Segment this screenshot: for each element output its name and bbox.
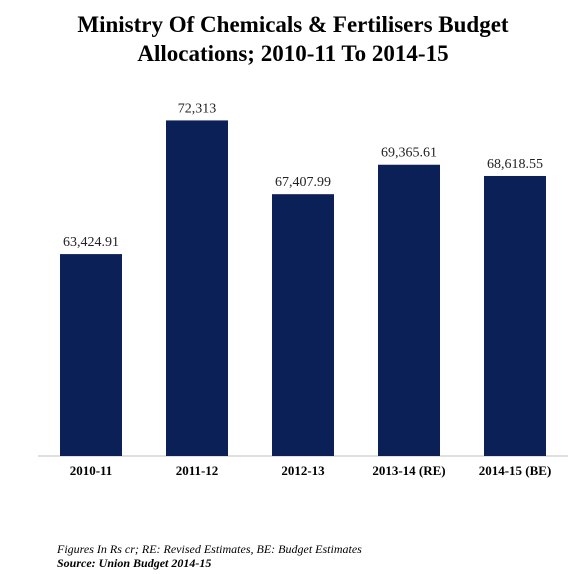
bar-2011-12 [166, 120, 228, 457]
chart-notes: Figures In Rs cr; RE: Revised Estimates,… [57, 542, 362, 570]
title-line-2: Allocations; 2010-11 To 2014-15 [137, 41, 449, 66]
data-label: 72,313 [178, 101, 217, 116]
x-tick-label: 2012-13 [281, 463, 325, 478]
x-tick-label: 2013-14 (RE) [372, 463, 445, 478]
bar-2012-13 [272, 194, 334, 456]
data-label: 68,618.55 [487, 157, 543, 172]
x-tick-label: 2014-15 (BE) [479, 463, 552, 478]
footnote: Figures In Rs cr; RE: Revised Estimates,… [57, 542, 362, 556]
source-note: Source: Union Budget 2014-15 [57, 556, 212, 570]
bar-2014-15-be [484, 175, 546, 457]
x-tick-label: 2010-11 [70, 463, 113, 478]
title-line-1: Ministry Of Chemicals & Fertilisers Budg… [77, 12, 509, 37]
bar-2013-14-re [378, 164, 440, 457]
data-label: 63,424.91 [63, 235, 119, 250]
data-label: 69,365.61 [381, 146, 437, 161]
x-tick-label: 2011-12 [176, 463, 219, 478]
bar-2010-11 [60, 254, 122, 456]
chart-title: Ministry Of Chemicals & Fertilisers Budg… [0, 10, 586, 68]
data-label: 67,407.99 [275, 175, 331, 190]
